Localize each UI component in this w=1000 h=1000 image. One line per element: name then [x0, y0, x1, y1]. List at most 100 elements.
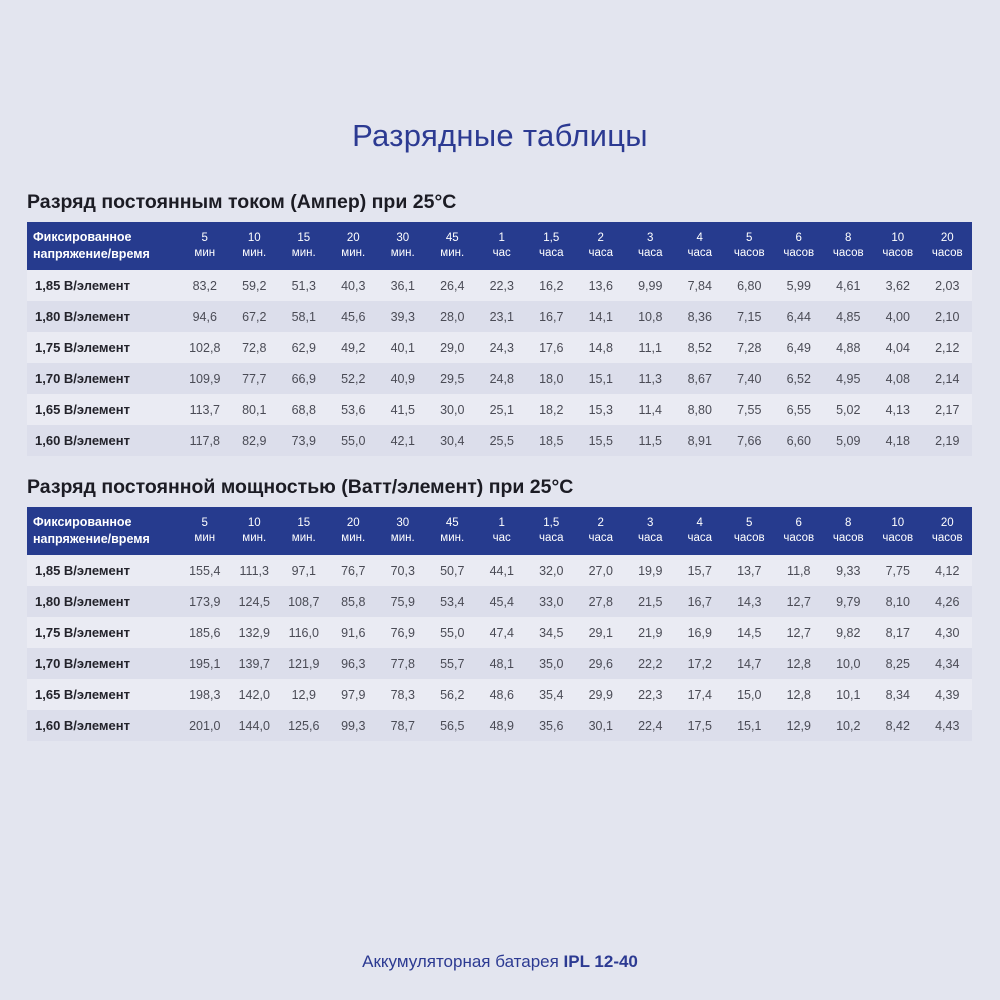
table-cell: 66,9 — [279, 363, 329, 394]
column-header-value: 1 — [498, 517, 505, 529]
table-cell: 14,1 — [576, 301, 626, 332]
table-cell: 6,60 — [774, 425, 824, 456]
table-cell: 12,8 — [774, 648, 824, 679]
table-cell: 83,2 — [180, 270, 230, 301]
table-cell: 6,49 — [774, 332, 824, 363]
table-cell: 12,7 — [774, 617, 824, 648]
column-header-unit: часа — [588, 532, 614, 544]
table-cell: 30,1 — [576, 710, 626, 741]
column-header: 10 мин. — [229, 507, 279, 555]
table-cell: 117,8 — [180, 425, 230, 456]
column-header: 45 мин. — [427, 507, 477, 555]
table-cell: 4,08 — [873, 363, 923, 394]
row-label: 1,80 В/элемент — [27, 586, 180, 617]
table-cell: 15,1 — [576, 363, 626, 394]
column-header-unit: часов — [733, 532, 765, 544]
table-cell: 16,7 — [675, 586, 725, 617]
table-cell: 50,7 — [427, 555, 477, 586]
column-header: 1,5 часа — [526, 222, 576, 270]
table-cell: 97,9 — [328, 679, 378, 710]
column-header-unit: мин — [194, 532, 216, 544]
column-header-value: 2 — [597, 517, 604, 529]
table-cell: 44,1 — [477, 555, 527, 586]
table-cell: 53,6 — [328, 394, 378, 425]
table-cell: 48,1 — [477, 648, 527, 679]
table-cell: 58,1 — [279, 301, 329, 332]
table-cell: 25,5 — [477, 425, 527, 456]
table-cell: 22,3 — [625, 679, 675, 710]
table-cell: 8,25 — [873, 648, 923, 679]
table-cell: 48,6 — [477, 679, 527, 710]
column-header: 3 часа — [625, 222, 675, 270]
table-cell: 40,3 — [328, 270, 378, 301]
table-cell: 29,9 — [576, 679, 626, 710]
column-header-unit: мин. — [341, 532, 366, 544]
table-cell: 10,8 — [625, 301, 675, 332]
table-cell: 76,9 — [378, 617, 428, 648]
column-header: 45 мин. — [427, 222, 477, 270]
row-label: 1,85 В/элемент — [27, 555, 180, 586]
column-header-value: 45 — [445, 232, 459, 244]
table-cell: 94,6 — [180, 301, 230, 332]
table-cell: 4,13 — [873, 394, 923, 425]
column-header: 15 мин. — [279, 507, 329, 555]
column-header: 3 часа — [625, 507, 675, 555]
table-cell: 11,8 — [774, 555, 824, 586]
table-cell: 70,3 — [378, 555, 428, 586]
table-cell: 34,5 — [526, 617, 576, 648]
table-cell: 96,3 — [328, 648, 378, 679]
table-cell: 45,4 — [477, 586, 527, 617]
column-header: 20 мин. — [328, 222, 378, 270]
table-cell: 12,7 — [774, 586, 824, 617]
column-header: 2 часа — [576, 222, 626, 270]
column-header-unit: часов — [882, 532, 914, 544]
table-row: 1,65 В/элемент 198,3 142,0 12,9 97,9 78,3 56,2… — [27, 679, 972, 710]
table-cell: 14,7 — [724, 648, 774, 679]
column-header-unit: мин. — [242, 247, 267, 259]
power-discharge-table: Фиксированное напряжение/время 5 мин 10 мин. 1… — [27, 507, 972, 741]
table-cell: 78,7 — [378, 710, 428, 741]
table-cell: 7,75 — [873, 555, 923, 586]
table-cell: 2,03 — [922, 270, 972, 301]
table-cell: 2,14 — [922, 363, 972, 394]
row-label: 1,65 В/элемент — [27, 679, 180, 710]
row-label: 1,85 В/элемент — [27, 270, 180, 301]
row-label: 1,70 В/элемент — [27, 363, 180, 394]
table-cell: 51,3 — [279, 270, 329, 301]
column-header-value: 20 — [940, 232, 954, 244]
table-cell: 53,4 — [427, 586, 477, 617]
column-header-unit: часов — [832, 532, 864, 544]
table-cell: 21,9 — [625, 617, 675, 648]
table-cell: 78,3 — [378, 679, 428, 710]
table-cell: 91,6 — [328, 617, 378, 648]
table-cell: 22,3 — [477, 270, 527, 301]
column-header-value: 2 — [597, 232, 604, 244]
column-header: 1 час — [477, 222, 527, 270]
table-cell: 8,17 — [873, 617, 923, 648]
table-cell: 55,0 — [427, 617, 477, 648]
column-header-value: 4 — [696, 517, 703, 529]
table-cell: 29,6 — [576, 648, 626, 679]
table-cell: 4,04 — [873, 332, 923, 363]
table-cell: 19,9 — [625, 555, 675, 586]
header-label-line: напряжение/время — [33, 247, 150, 261]
column-header-unit: часа — [538, 532, 564, 544]
table-cell: 42,1 — [378, 425, 428, 456]
power-table-heading: Разряд постоянной мощностью (Ватт/элемен… — [27, 476, 574, 498]
table-row: 1,80 В/элемент 94,6 67,2 58,1 45,6 39,3 28,0 23… — [27, 301, 972, 332]
table-cell: 35,0 — [526, 648, 576, 679]
table-cell: 4,34 — [922, 648, 972, 679]
table-cell: 28,0 — [427, 301, 477, 332]
column-header-unit: час — [492, 247, 511, 259]
table-cell: 27,0 — [576, 555, 626, 586]
table-cell: 8,36 — [675, 301, 725, 332]
table-cell: 52,2 — [328, 363, 378, 394]
column-header: 2 часа — [576, 507, 626, 555]
table-cell: 99,3 — [328, 710, 378, 741]
header-label-line: Фиксированное — [33, 515, 132, 529]
table-cell: 201,0 — [180, 710, 230, 741]
table-cell: 121,9 — [279, 648, 329, 679]
column-header-value: 5 — [746, 517, 753, 529]
column-header: 20 мин. — [328, 507, 378, 555]
table-cell: 18,2 — [526, 394, 576, 425]
